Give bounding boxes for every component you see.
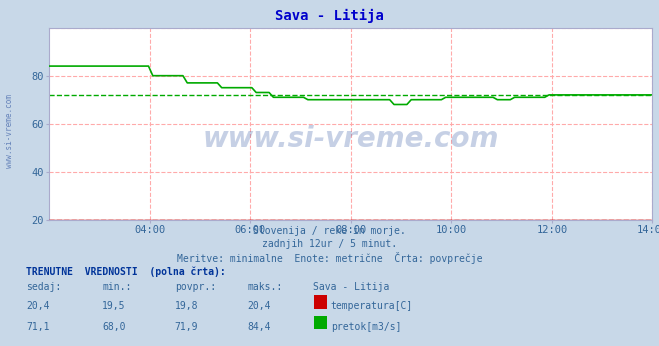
Text: Sava - Litija: Sava - Litija	[313, 282, 389, 292]
Text: TRENUTNE  VREDNOSTI  (polna črta):: TRENUTNE VREDNOSTI (polna črta):	[26, 266, 226, 277]
Text: zadnjih 12ur / 5 minut.: zadnjih 12ur / 5 minut.	[262, 239, 397, 249]
Text: 71,1: 71,1	[26, 322, 50, 332]
Text: 20,4: 20,4	[247, 301, 271, 311]
Text: maks.:: maks.:	[247, 282, 282, 292]
Text: 19,8: 19,8	[175, 301, 198, 311]
Text: 19,5: 19,5	[102, 301, 126, 311]
Text: 68,0: 68,0	[102, 322, 126, 332]
Text: pretok[m3/s]: pretok[m3/s]	[331, 322, 401, 332]
Text: min.:: min.:	[102, 282, 132, 292]
Text: Slovenija / reke in morje.: Slovenija / reke in morje.	[253, 226, 406, 236]
Text: www.si-vreme.com: www.si-vreme.com	[5, 94, 14, 169]
Text: povpr.:: povpr.:	[175, 282, 215, 292]
Text: Sava - Litija: Sava - Litija	[275, 9, 384, 23]
Text: temperatura[C]: temperatura[C]	[331, 301, 413, 311]
Text: 71,9: 71,9	[175, 322, 198, 332]
Text: 20,4: 20,4	[26, 301, 50, 311]
Text: 84,4: 84,4	[247, 322, 271, 332]
Text: sedaj:: sedaj:	[26, 282, 61, 292]
Text: www.si-vreme.com: www.si-vreme.com	[203, 125, 499, 153]
Text: Meritve: minimalne  Enote: metrične  Črta: povprečje: Meritve: minimalne Enote: metrične Črta:…	[177, 252, 482, 264]
